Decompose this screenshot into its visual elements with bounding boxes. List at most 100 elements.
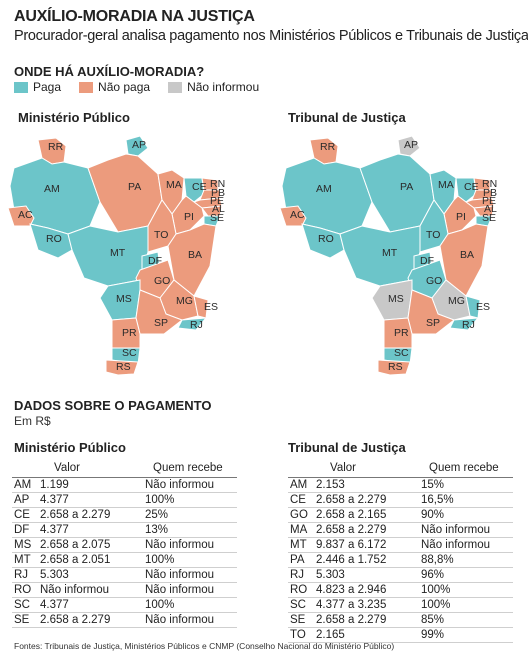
- mp-state-ac: [8, 205, 35, 227]
- legend-item-nao-informou: Não informou: [168, 80, 259, 94]
- row-quem-recebe: 85%: [421, 614, 445, 626]
- tj-label-ro: RO: [318, 233, 334, 245]
- table-header: Valor Quem recebe: [288, 459, 513, 478]
- tj-state-ac: [280, 205, 307, 227]
- mp-label-rs: RS: [116, 361, 131, 373]
- mp-label-pa: PA: [128, 181, 141, 193]
- tj-label-pe: PE: [482, 195, 496, 207]
- mp-label-es: ES: [204, 301, 218, 313]
- row-quem-recebe: 100%: [145, 494, 175, 506]
- mp-label-ap: AP: [132, 139, 146, 151]
- mp-label-sc: SC: [122, 347, 137, 359]
- maps-section-heading: ONDE HÁ AUXÍLIO-MORADIA?: [14, 64, 205, 79]
- row-valor: Não informou: [40, 584, 110, 596]
- tj-label-se: SE: [482, 212, 496, 224]
- mp-label-ma: MA: [166, 179, 182, 191]
- tj-label-mt: MT: [382, 247, 398, 259]
- mp-label-mg: MG: [176, 295, 193, 307]
- tj-label-to: TO: [426, 229, 440, 241]
- table-header: Valor Quem recebe: [12, 459, 237, 478]
- row-valor: 4.377: [40, 494, 69, 506]
- page-title: AUXÍLIO-MORADIA NA JUSTIÇA: [14, 8, 255, 25]
- row-state: SC: [14, 599, 30, 611]
- row-state: AP: [14, 494, 30, 506]
- row-valor: 2.658 a 2.279: [40, 614, 111, 626]
- table-row: RO Não informou Não informou: [12, 583, 237, 598]
- row-valor: 2.446 a 1.752: [316, 554, 387, 566]
- row-quem-recebe: 13%: [145, 524, 169, 536]
- tj-map-title: Tribunal de Justiça: [288, 110, 406, 125]
- row-valor: 2.165: [316, 629, 345, 641]
- row-state: CE: [290, 494, 306, 506]
- row-quem-recebe: 100%: [421, 584, 451, 596]
- table-row: RJ 5.303 Não informou: [12, 568, 237, 583]
- row-state: MS: [14, 539, 32, 551]
- table-row: GO 2.658 a 2.165 90%: [288, 508, 513, 523]
- row-state: MA: [290, 524, 308, 536]
- mp-label-pi: PI: [184, 211, 194, 223]
- tj-table-body: AM 2.153 15% CE 2.658 a 2.279 16,5% GO 2.658 a …: [288, 478, 513, 643]
- row-quem-recebe: Não informou: [145, 569, 215, 581]
- row-state: RJ: [14, 569, 29, 581]
- tj-label-rj: RJ: [462, 319, 475, 331]
- tj-label-sp: SP: [426, 317, 440, 329]
- mp-table: Valor Quem recebe AM 1.199 Não informou AP 4…: [12, 459, 237, 628]
- table-row: AM 2.153 15%: [288, 478, 513, 493]
- tj-label-ap: AP: [404, 139, 418, 151]
- mp-label-ce: CE: [192, 181, 207, 193]
- tj-label-sc: SC: [394, 347, 409, 359]
- mp-label-ms: MS: [116, 293, 132, 305]
- row-valor: 2.658 a 2.279: [316, 614, 387, 626]
- row-valor: 4.823 a 2.946: [316, 584, 387, 596]
- mp-label-ba: BA: [188, 249, 202, 261]
- row-valor: 2.658 a 2.279: [40, 509, 111, 521]
- row-valor: 9.837 a 6.172: [316, 539, 387, 551]
- tj-label-pi: PI: [456, 211, 466, 223]
- tj-label-rr: RR: [320, 141, 336, 153]
- row-valor: 2.153: [316, 479, 345, 491]
- row-valor: 5.303: [40, 569, 69, 581]
- table-row: DF 4.377 13%: [12, 523, 237, 538]
- tj-label-pa: PA: [400, 181, 413, 193]
- col-valor-header: Valor: [330, 462, 356, 474]
- mp-label-rn: RN: [210, 178, 225, 190]
- tj-label-ba: BA: [460, 249, 474, 261]
- row-valor: 2.658 a 2.075: [40, 539, 111, 551]
- mp-label-ro: RO: [46, 233, 62, 245]
- tj-state-ba: [439, 223, 489, 297]
- col-valor-header: Valor: [54, 462, 80, 474]
- row-quem-recebe: 99%: [421, 629, 445, 641]
- mp-label-pr: PR: [122, 327, 137, 339]
- mp-state-sp: [135, 289, 184, 335]
- row-quem-recebe: Não informou: [145, 614, 215, 626]
- tj-state-pr: [383, 317, 413, 349]
- mp-label-pe: PE: [210, 195, 224, 207]
- table-row: MS 2.658 a 2.075 Não informou: [12, 538, 237, 553]
- legend-label-nao-paga: Não paga: [98, 80, 151, 94]
- mp-state-pr: [111, 317, 141, 349]
- mp-label-ac: AC: [18, 209, 33, 221]
- mp-state-rj: [177, 317, 208, 331]
- tj-label-ac: AC: [290, 209, 305, 221]
- map-legend: Paga Não paga Não informou: [14, 80, 277, 94]
- tj-label-al: AL: [484, 203, 497, 215]
- row-state: AM: [290, 479, 308, 491]
- row-valor: 5.303: [316, 569, 345, 581]
- row-state: DF: [14, 524, 30, 536]
- tj-table-title: Tribunal de Justiça: [288, 440, 406, 455]
- row-quem-recebe: 96%: [421, 569, 445, 581]
- data-section-heading: DADOS SOBRE O PAGAMENTO: [14, 398, 212, 413]
- mp-table-title: Ministério Público: [14, 440, 126, 455]
- table-row: AM 1.199 Não informou: [12, 478, 237, 493]
- mp-label-mt: MT: [110, 247, 126, 259]
- tj-label-ma: MA: [438, 179, 454, 191]
- table-row: SC 4.377 100%: [12, 598, 237, 613]
- tj-label-pb: PB: [483, 187, 497, 199]
- row-quem-recebe: 15%: [421, 479, 445, 491]
- mp-label-df: DF: [148, 255, 162, 267]
- legend-item-nao-paga: Não paga: [79, 80, 150, 94]
- row-quem-recebe: Não informou: [421, 539, 491, 551]
- mp-state-ce: [183, 177, 205, 203]
- tj-label-es: ES: [476, 301, 490, 313]
